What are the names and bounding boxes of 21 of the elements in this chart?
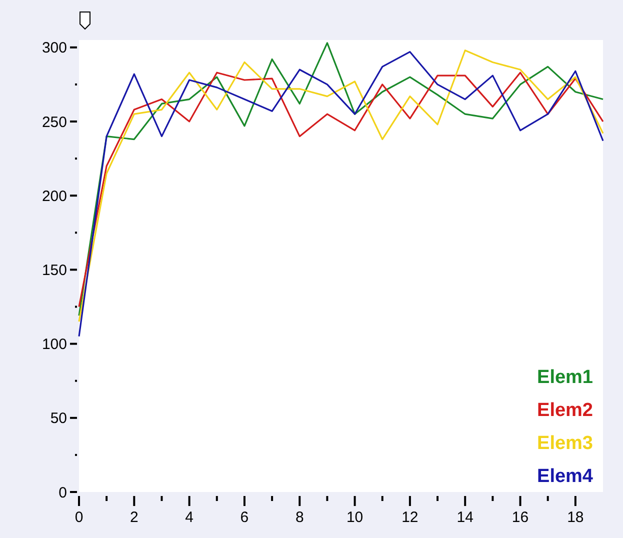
y-tick-label: 100: [42, 336, 67, 354]
text: Elem2: [537, 400, 593, 421]
y-tick-label: 0: [58, 484, 67, 502]
x-tick-label: 10: [346, 509, 364, 526]
x-tick-label: 14: [456, 509, 474, 526]
text: Elem1: [537, 367, 594, 388]
text: Elem3: [537, 433, 593, 454]
y-tick-label: 50: [50, 410, 67, 428]
text: Elem4: [537, 466, 594, 487]
y-tick-label: 300: [42, 40, 67, 57]
x-tick-label: 0: [74, 509, 84, 526]
x-tick-label: 16: [512, 509, 529, 526]
x-tick-label: 4: [185, 509, 194, 526]
x-tick-label: 8: [295, 509, 304, 526]
x-tick-label: 6: [240, 509, 249, 526]
x-tick-label: 12: [402, 509, 418, 526]
x-tick-label: 2: [130, 509, 138, 526]
y-tick-label: 200: [42, 188, 67, 205]
y-tick-label: 150: [42, 262, 67, 279]
y-tick-label: 250: [42, 114, 67, 131]
x-tick-label: 18: [567, 509, 584, 526]
